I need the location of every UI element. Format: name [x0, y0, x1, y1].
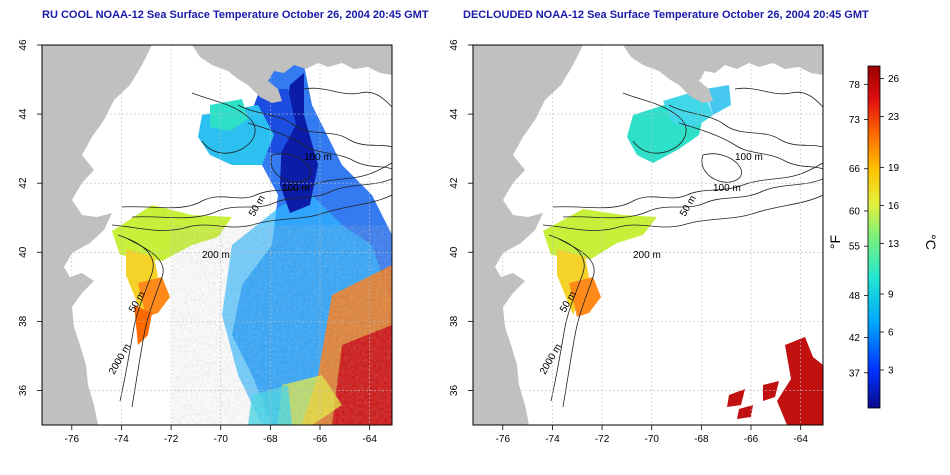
y-tick-label: 36	[449, 384, 460, 396]
x-tick-label: -70	[644, 434, 659, 445]
fahrenheit-tick-label: 42	[849, 333, 861, 344]
x-tick-label: -68	[694, 434, 709, 445]
contour-label: 200 m	[202, 250, 230, 261]
x-tick-label: -72	[164, 434, 179, 445]
x-tick-label: -68	[263, 434, 278, 445]
y-tick-label: 46	[18, 39, 29, 51]
right-map-grid	[473, 44, 823, 425]
contour-label: 100 m	[713, 183, 741, 194]
y-tick-label: 42	[449, 177, 460, 189]
celsius-tick-label: 13	[888, 239, 900, 250]
left-map-frame	[41, 44, 393, 426]
x-tick-label: -74	[114, 434, 129, 445]
y-tick-label: 44	[449, 108, 460, 120]
x-tick-label: -66	[313, 434, 328, 445]
left-sst-map: 100 m 100 m 50 m 200 m 50 m 2000 m -76 -7…	[18, 39, 393, 445]
fahrenheit-label: °F	[827, 235, 843, 249]
right-sst-map: 100 m 100 m 50 m 200 m 50 m 2000 m -76 -7…	[449, 39, 824, 445]
x-tick-label: -70	[213, 434, 228, 445]
y-tick-label: 46	[449, 39, 460, 51]
celsius-tick-label: 16	[888, 201, 900, 212]
x-tick-label: -64	[362, 434, 377, 445]
celsius-label: °C	[923, 234, 939, 250]
y-tick-label: 40	[449, 246, 460, 258]
y-tick-label: 38	[18, 315, 29, 327]
contour-label: 100 m	[282, 183, 310, 194]
left-map-title: RU COOL NOAA-12 Sea Surface Temperature …	[42, 9, 429, 21]
fahrenheit-tick-label: 48	[849, 291, 861, 302]
x-tick-label: -76	[65, 434, 80, 445]
contour-label: 200 m	[633, 250, 661, 261]
y-tick-label: 40	[18, 246, 29, 258]
y-tick-label: 42	[18, 177, 29, 189]
y-tick-label: 36	[18, 384, 29, 396]
right-map-title: DECLOUDED NOAA-12 Sea Surface Temperatur…	[463, 9, 869, 21]
fahrenheit-tick-label: 73	[849, 115, 861, 126]
colorbar-gradient	[867, 65, 881, 409]
fahrenheit-tick-label: 66	[849, 164, 861, 175]
celsius-tick-label: 19	[888, 163, 900, 174]
celsius-tick-label: 6	[888, 328, 894, 339]
celsius-tick-label: 3	[888, 366, 894, 377]
y-tick-label: 44	[18, 108, 29, 120]
contour-label: 100 m	[735, 152, 763, 163]
x-tick-label: -64	[793, 434, 808, 445]
fahrenheit-tick-label: 60	[849, 206, 861, 217]
x-tick-label: -76	[496, 434, 511, 445]
left-map-grid	[42, 44, 392, 425]
celsius-tick-label: 9	[888, 290, 894, 301]
x-tick-label: -74	[545, 434, 560, 445]
contour-label: 100 m	[304, 152, 332, 163]
temperature-colorbar: °F °C 26 23 19 16 13 9 6 3 78 73 66 60 55 48 42 37	[827, 65, 939, 409]
right-map-frame	[472, 44, 824, 426]
x-tick-label: -66	[744, 434, 759, 445]
celsius-tick-label: 23	[888, 112, 900, 123]
fahrenheit-tick-label: 55	[849, 242, 861, 253]
fahrenheit-tick-label: 37	[849, 368, 861, 379]
y-tick-label: 38	[449, 315, 460, 327]
x-tick-label: -72	[595, 434, 610, 445]
fahrenheit-tick-label: 78	[849, 80, 861, 91]
celsius-tick-label: 26	[888, 74, 900, 85]
